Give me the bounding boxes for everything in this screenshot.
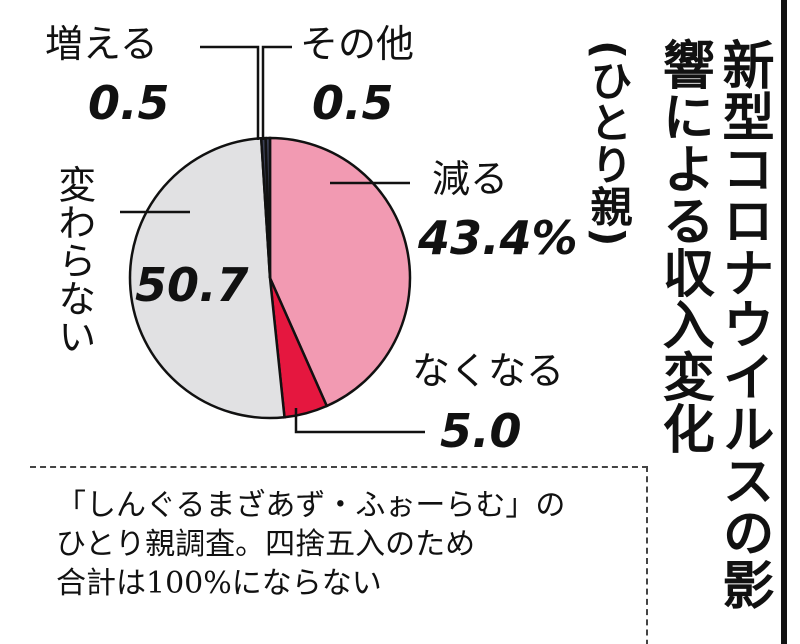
note-line: ひとり親調査。四捨五入のため	[56, 527, 476, 562]
slice-name: その他	[300, 22, 415, 66]
slice-name: 変わらない	[51, 165, 96, 355]
slice-name: なくなる	[412, 349, 565, 393]
value-label: 5.0	[440, 404, 522, 458]
note-line: 「しんぐるまざあず・ふぉーらむ」の	[56, 488, 566, 523]
value-label: 50.7	[135, 258, 249, 312]
leader-line	[261, 45, 292, 140]
slice-name: 減る	[432, 157, 509, 201]
value-label: 0.5	[312, 76, 394, 130]
pie-slice	[128, 136, 286, 420]
pie-slice	[264, 136, 272, 279]
note: 「しんぐるまざあず・ふぉーらむ」の ひとり親調査。四捨五入のため 合計は100%…	[30, 466, 648, 644]
chart-title: 新型コロナウイルスの影響による収入変化	[653, 38, 773, 610]
leader-line	[200, 45, 260, 140]
value-label: 43.4%	[418, 211, 578, 265]
note-line: 合計は100%にならない	[56, 566, 382, 601]
slice-name: 増える	[45, 22, 158, 66]
leader-line	[294, 408, 425, 434]
chart-subtitle: (ひとり親)	[584, 40, 633, 247]
border-bar	[781, 0, 787, 644]
pie-slice	[268, 136, 412, 408]
value-label: 0.5	[88, 76, 170, 130]
